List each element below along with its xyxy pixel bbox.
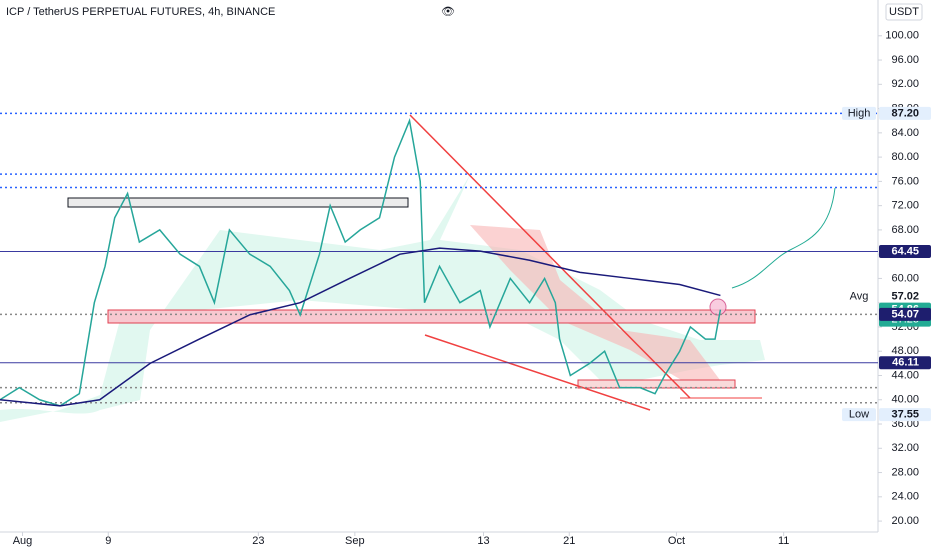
price-label: 64.45	[891, 245, 919, 257]
drawings: 👁	[0, 6, 836, 422]
price-tag: Low	[849, 409, 869, 421]
price-label-box	[879, 307, 931, 321]
price-tag-box	[842, 290, 876, 304]
x-tick-label: 21	[563, 535, 575, 547]
price-tag-box	[842, 106, 876, 120]
price-tag: High	[848, 107, 871, 119]
y-tick-label: 100.00	[885, 30, 919, 42]
price-label-box	[879, 408, 931, 422]
currency-box[interactable]	[885, 3, 923, 21]
projection	[731, 187, 836, 289]
price-label: 37.55	[891, 409, 919, 421]
range-box	[67, 197, 409, 208]
chart-title: ICP / TetherUS PERPETUAL FUTURES, 4h, BI…	[6, 6, 275, 18]
price-tag: Avg	[850, 290, 869, 302]
x-tick-label: 23	[252, 535, 264, 547]
price-tag-box	[842, 408, 876, 422]
y-tick-label: 48.00	[891, 345, 919, 357]
eye-icon[interactable]: 👁	[441, 6, 455, 18]
y-tick-label: 96.00	[891, 54, 919, 66]
y-tick-label: 76.00	[891, 175, 919, 187]
y-tick-label: 20.00	[891, 515, 919, 527]
price-label-box	[879, 244, 931, 258]
zone-box	[577, 379, 736, 389]
price-label-box	[879, 290, 931, 304]
x-tick-label: 9	[105, 535, 111, 547]
zone-box	[107, 309, 756, 324]
y-tick-label: 60.00	[891, 272, 919, 284]
currency: USDT	[889, 6, 919, 18]
cloud	[470, 225, 720, 385]
y-tick-label: 40.00	[891, 394, 919, 406]
trend-line	[409, 114, 691, 399]
series-line	[0, 247, 721, 407]
y-tick-label: 92.00	[891, 78, 919, 90]
x-tick-label: Oct	[668, 535, 685, 547]
y-tick-label: 80.00	[891, 151, 919, 163]
y-tick-label: 32.00	[891, 442, 919, 454]
y-tick-label: 28.00	[891, 466, 919, 478]
price-label: 57.02	[891, 290, 919, 302]
y-tick-label: 68.00	[891, 224, 919, 236]
y-tick-label: 72.00	[891, 200, 919, 212]
x-tick-label: 11	[778, 535, 789, 547]
y-tick-label: 24.00	[891, 491, 919, 503]
price-label: 54.07	[891, 308, 919, 320]
x-tick-label: Sep	[345, 535, 365, 547]
marker	[709, 298, 727, 316]
price-label-box	[879, 106, 931, 120]
price-label-box	[879, 356, 931, 370]
y-tick-label: 84.00	[891, 127, 919, 139]
series-line	[0, 118, 722, 407]
x-tick-label: Aug	[13, 535, 33, 547]
cloud	[0, 175, 765, 422]
price-label: 46.11	[892, 357, 919, 369]
y-tick-label: 44.00	[891, 369, 919, 381]
trend-line	[424, 334, 651, 411]
x-tick-label: 13	[477, 535, 489, 547]
price-label: 87.20	[891, 107, 919, 119]
